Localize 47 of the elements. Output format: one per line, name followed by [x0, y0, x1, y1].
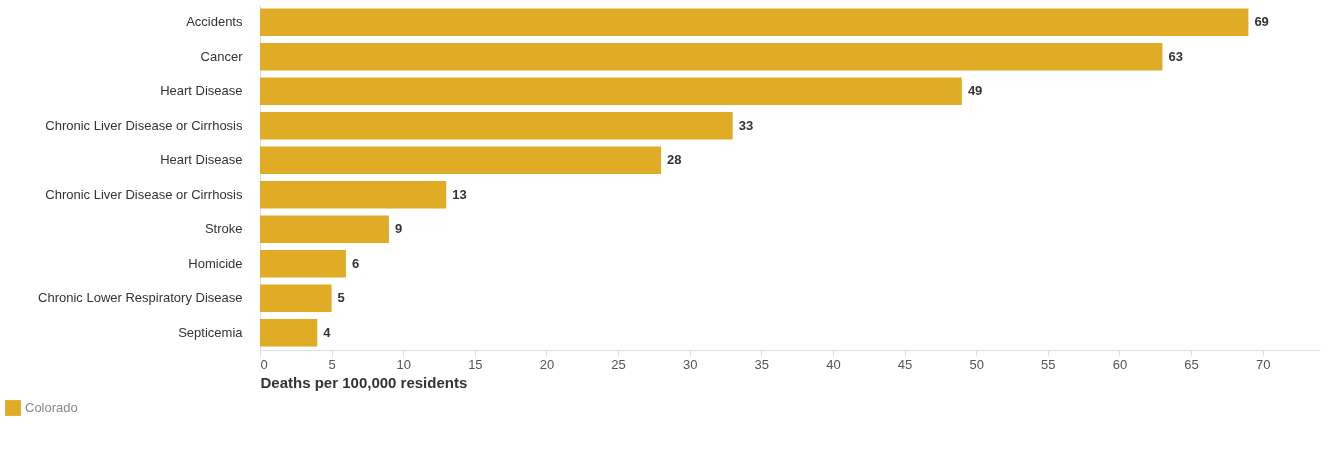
x-tick-label: 35 [754, 356, 770, 372]
bar [260, 284, 332, 313]
data-label: 28 [667, 152, 682, 168]
y-tick-label: Heart Disease [160, 83, 243, 99]
x-tick-label: 50 [969, 356, 984, 372]
legend-label: Colorado [25, 400, 78, 415]
x-tick-label: 5 [328, 356, 336, 372]
data-label: 6 [351, 255, 360, 271]
y-tick-label: Chronic Liver Disease or Cirrhosis [45, 117, 243, 133]
bar [260, 318, 318, 347]
x-axis-title: Deaths per 100,000 residents [260, 373, 468, 391]
data-label: 4 [323, 324, 332, 340]
y-tick-label: Chronic Lower Respiratory Disease [38, 290, 243, 306]
y-tick-label: Chronic Liver Disease or Cirrhosis [45, 186, 243, 202]
data-label: 5 [337, 290, 345, 306]
x-tick-label: 65 [1184, 356, 1199, 372]
data-label: 9 [394, 221, 403, 237]
data-label: 49 [967, 83, 983, 99]
bar [260, 180, 447, 209]
x-tick-label: 30 [683, 356, 698, 372]
y-tick-label: Septicemia [178, 324, 244, 340]
x-tick-label: 55 [1041, 356, 1056, 372]
x-tick-label: 70 [1255, 356, 1271, 372]
bar [260, 8, 1249, 37]
bar [260, 111, 733, 140]
x-tick-label: 10 [396, 356, 411, 372]
x-tick-label: 15 [468, 356, 483, 372]
x-tick-label: 40 [826, 356, 841, 372]
bar [260, 42, 1163, 71]
x-tick-label: 20 [539, 356, 555, 372]
y-tick-label: Stroke [204, 221, 243, 237]
x-tick-label: 60 [1112, 356, 1128, 372]
x-tick-label: 0 [260, 356, 268, 372]
bar [260, 146, 662, 175]
bar [260, 249, 346, 278]
bar [260, 77, 962, 106]
data-label: 33 [738, 117, 754, 133]
x-tick-label: 25 [611, 356, 626, 372]
x-tick-label: 45 [897, 356, 913, 372]
y-tick-label: Homicide [188, 255, 243, 271]
data-label: 63 [1168, 48, 1183, 64]
data-label: 13 [452, 186, 467, 202]
y-tick-label: Cancer [200, 48, 244, 64]
y-tick-label: Accidents [186, 14, 243, 30]
y-tick-label: Heart Disease [160, 152, 243, 168]
bar [260, 215, 389, 244]
data-label: 69 [1254, 14, 1269, 30]
